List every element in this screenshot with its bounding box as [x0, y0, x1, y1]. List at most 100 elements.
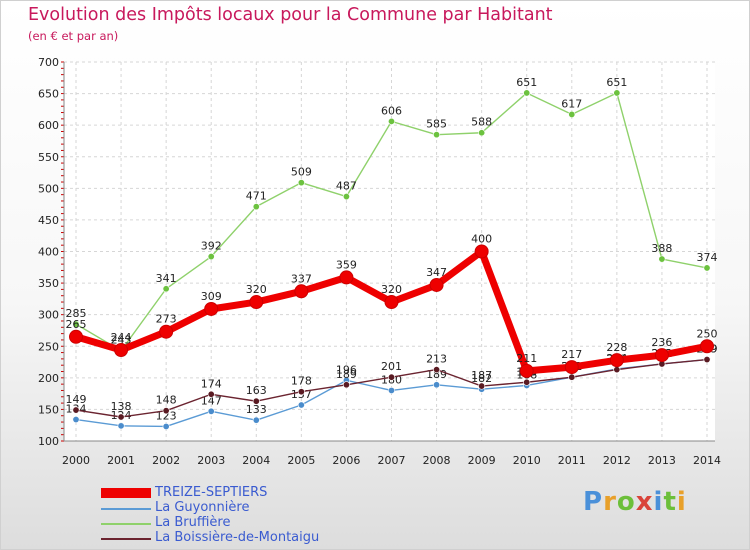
data-label-la-bruffi-re: 617: [561, 97, 582, 110]
data-point-treize-septiers: [519, 363, 534, 378]
data-label-la-bruffi-re: 651: [606, 76, 627, 89]
x-tick-label: 2007: [378, 454, 406, 467]
data-point-la-bruffi-re: [568, 110, 576, 118]
y-tick-label: 300: [38, 309, 59, 322]
data-label-treize-septiers: 250: [697, 327, 718, 340]
data-point-treize-septiers: [339, 270, 354, 285]
data-point-la-bruffi-re: [433, 131, 441, 139]
legend-label: TREIZE-SEPTIERS: [155, 485, 268, 500]
x-tick-label: 2002: [152, 454, 180, 467]
data-label-la-bruffi-re: 392: [201, 240, 222, 253]
x-tick-label: 2011: [558, 454, 586, 467]
data-label-la-boissi-re-de-montaigu: 178: [291, 375, 312, 388]
data-label-la-bruffi-re: 471: [246, 190, 267, 203]
y-tick-label: 250: [38, 340, 59, 353]
y-tick-label: 100: [38, 435, 59, 448]
data-label-la-guyonni-re: 147: [201, 394, 222, 407]
data-label-treize-septiers: 265: [66, 318, 87, 331]
data-label-la-bruffi-re: 606: [381, 104, 402, 117]
data-label-la-bruffi-re: 487: [336, 180, 357, 193]
y-tick-label: 600: [38, 119, 59, 132]
data-point-la-boissi-re-de-montaigu: [72, 406, 80, 414]
data-point-la-bruffi-re: [162, 285, 170, 293]
x-tick-label: 2014: [693, 454, 721, 467]
x-tick-label: 2008: [423, 454, 451, 467]
data-label-la-bruffi-re: 341: [156, 272, 177, 285]
data-label-la-bruffi-re: 243: [111, 334, 132, 347]
legend-label: La Boissière-de-Montaigu: [155, 530, 320, 545]
data-point-la-boissi-re-de-montaigu: [252, 397, 260, 405]
chart-title: Evolution des Impôts locaux pour la Comm…: [28, 5, 553, 25]
data-label-la-boissi-re-de-montaigu: 149: [66, 393, 87, 406]
y-tick-label: 700: [38, 56, 59, 69]
data-point-la-boissi-re-de-montaigu: [162, 407, 170, 415]
legend-label: La Bruffière: [155, 515, 231, 530]
legend-swatch: [101, 538, 151, 540]
data-point-la-boissi-re-de-montaigu: [613, 366, 621, 374]
data-point-la-bruffi-re: [387, 117, 395, 125]
data-point-treize-septiers: [69, 329, 83, 344]
data-point-la-bruffi-re: [207, 253, 215, 261]
data-label-treize-septiers: 211: [516, 352, 537, 365]
data-label-treize-septiers: 337: [291, 272, 312, 285]
y-tick-label: 500: [38, 182, 59, 195]
data-point-la-boissi-re-de-montaigu: [207, 390, 215, 398]
data-point-treize-septiers: [249, 295, 264, 310]
data-point-treize-septiers: [384, 295, 399, 310]
x-tick-label: 2003: [197, 454, 225, 467]
y-tick-label: 200: [38, 372, 59, 385]
data-label-la-boissi-re-de-montaigu: 201: [381, 360, 402, 373]
data-point-treize-septiers: [429, 277, 444, 292]
data-label-la-boissi-re-de-montaigu: 138: [111, 400, 132, 413]
data-label-treize-septiers: 309: [201, 290, 222, 303]
x-tick-label: 2001: [107, 454, 135, 467]
chart-subtitle: (en € et par an): [28, 29, 119, 43]
data-label-la-boissi-re-de-montaigu: 187: [471, 369, 492, 382]
data-point-treize-septiers: [204, 301, 219, 316]
data-point-treize-septiers: [294, 284, 309, 299]
data-label-la-boissi-re-de-montaigu: 148: [156, 394, 177, 407]
legend-swatch: [101, 508, 151, 510]
data-point-treize-septiers: [114, 343, 129, 358]
data-point-treize-septiers: [654, 348, 669, 363]
data-point-la-boissi-re-de-montaigu: [478, 382, 486, 390]
data-label-la-guyonni-re: 133: [246, 403, 267, 416]
x-tick-label: 2010: [513, 454, 541, 467]
data-point-la-boissi-re-de-montaigu: [297, 388, 305, 396]
x-tick-label: 2000: [62, 454, 90, 467]
data-point-la-guyonni-re: [207, 407, 215, 415]
data-point-la-guyonni-re: [72, 416, 80, 424]
data-point-treize-septiers: [159, 324, 174, 339]
data-point-la-guyonni-re: [433, 381, 441, 389]
data-label-la-boissi-re-de-montaigu: 174: [201, 377, 222, 390]
data-point-la-bruffi-re: [613, 89, 621, 97]
data-label-la-boissi-re-de-montaigu: 213: [426, 353, 447, 366]
data-label-la-guyonni-re: 196: [336, 363, 357, 376]
data-label-la-guyonni-re: 182: [471, 372, 492, 385]
data-point-la-bruffi-re: [72, 320, 80, 328]
data-label-la-boissi-re-de-montaigu: 189: [336, 368, 357, 381]
data-label-la-bruffi-re: 374: [697, 251, 718, 264]
y-tick-label: 450: [38, 214, 59, 227]
x-tick-label: 2012: [603, 454, 631, 467]
data-point-la-bruffi-re: [297, 179, 305, 187]
legend-swatch: [101, 488, 151, 498]
x-tick-label: 2004: [242, 454, 270, 467]
x-tick-label: 2005: [287, 454, 315, 467]
data-label-la-boissi-re-de-montaigu: 163: [246, 384, 267, 397]
data-label-treize-septiers: 320: [246, 283, 267, 296]
y-tick-label: 550: [38, 151, 59, 164]
data-point-la-bruffi-re: [658, 255, 666, 263]
data-label-treize-septiers: 359: [336, 258, 357, 271]
data-label-la-bruffi-re: 509: [291, 166, 312, 179]
data-point-la-boissi-re-de-montaigu: [387, 373, 395, 381]
data-point-treize-septiers: [700, 339, 714, 354]
legend-label: La Guyonnière: [155, 500, 250, 515]
data-point-la-guyonni-re: [252, 416, 260, 424]
data-label-treize-septiers: 217: [561, 348, 582, 361]
data-label-treize-septiers: 244: [111, 331, 132, 344]
data-point-treize-septiers: [564, 360, 579, 375]
data-point-la-bruffi-re: [252, 203, 260, 211]
